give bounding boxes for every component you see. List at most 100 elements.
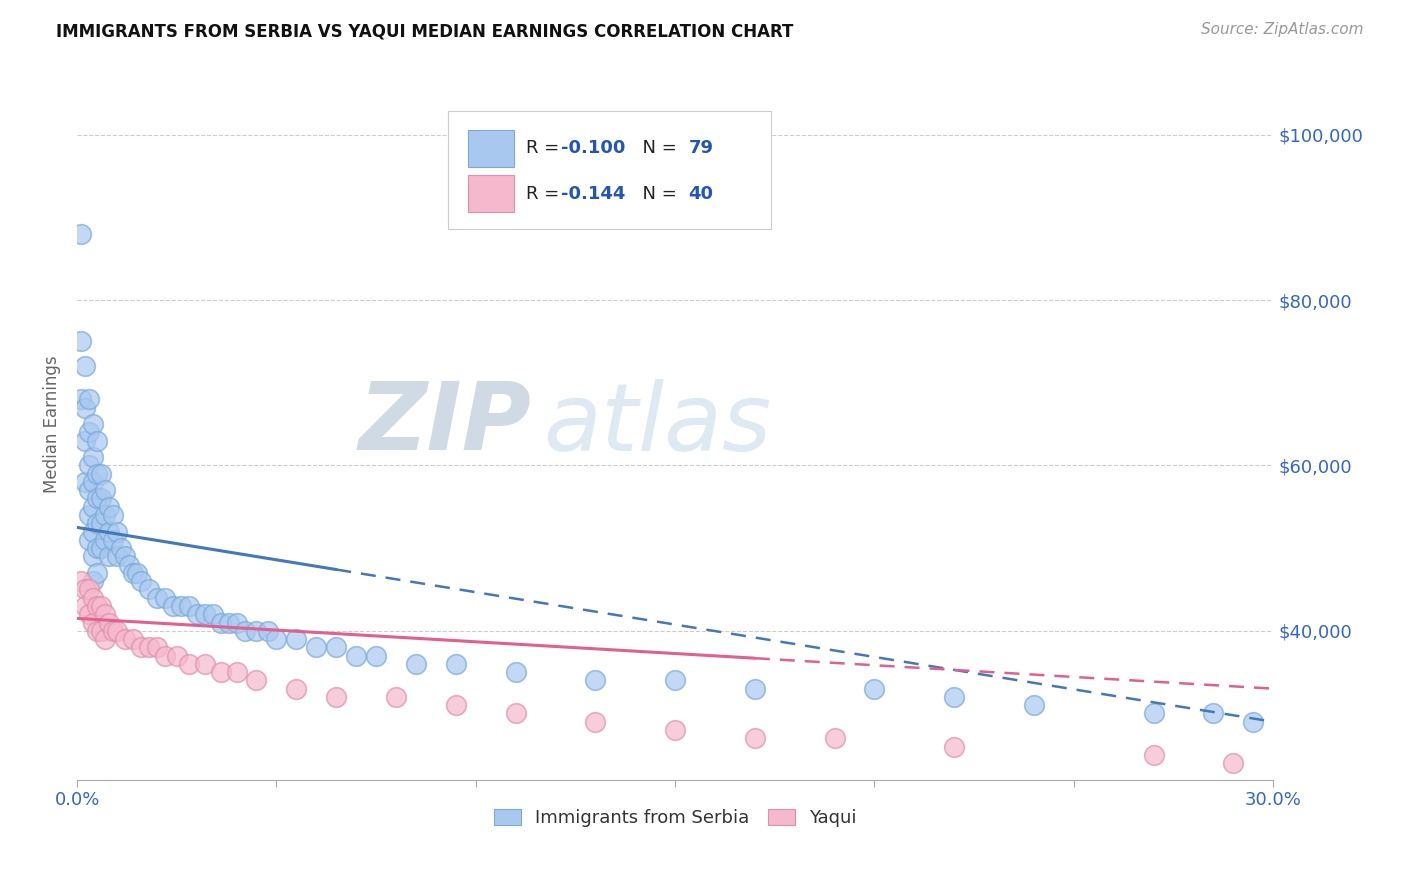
Point xyxy=(82,500,104,514)
Point xyxy=(162,599,184,613)
Point xyxy=(77,607,100,622)
Point xyxy=(444,698,467,713)
Point xyxy=(744,681,766,696)
Text: 79: 79 xyxy=(689,139,713,157)
Point xyxy=(153,648,176,663)
Bar xyxy=(468,175,513,212)
Point xyxy=(146,591,169,605)
Point xyxy=(75,599,97,613)
Point xyxy=(86,566,108,580)
Point xyxy=(75,434,97,448)
Point xyxy=(325,690,347,704)
Text: N =: N = xyxy=(631,139,682,157)
Point xyxy=(186,607,208,622)
Point xyxy=(86,516,108,531)
FancyBboxPatch shape xyxy=(449,112,770,228)
Point xyxy=(105,549,128,564)
Point xyxy=(1142,747,1164,762)
Point xyxy=(94,483,117,498)
Point xyxy=(153,591,176,605)
Point xyxy=(1202,706,1225,721)
Text: -0.144: -0.144 xyxy=(561,185,626,202)
Y-axis label: Median Earnings: Median Earnings xyxy=(44,355,60,493)
Point xyxy=(201,607,224,622)
Point xyxy=(82,591,104,605)
Point xyxy=(285,681,308,696)
Point xyxy=(82,417,104,431)
Point xyxy=(166,648,188,663)
Point xyxy=(233,624,256,638)
Point xyxy=(110,541,132,555)
Point xyxy=(863,681,886,696)
Point xyxy=(209,665,232,679)
Point xyxy=(257,624,280,638)
Point xyxy=(245,673,267,688)
Bar xyxy=(468,129,513,167)
Point xyxy=(405,657,427,671)
Point xyxy=(583,673,606,688)
Point xyxy=(77,533,100,547)
Point xyxy=(75,401,97,415)
Point xyxy=(101,624,124,638)
Point xyxy=(122,566,145,580)
Point xyxy=(82,615,104,630)
Point xyxy=(98,500,121,514)
Point xyxy=(505,706,527,721)
Point xyxy=(70,227,93,241)
Point xyxy=(94,632,117,646)
Point xyxy=(82,475,104,489)
Point xyxy=(266,632,288,646)
Point xyxy=(125,566,148,580)
Point xyxy=(744,731,766,746)
Point xyxy=(325,640,347,655)
Point xyxy=(344,648,367,663)
Point xyxy=(75,475,97,489)
Point xyxy=(943,690,966,704)
Point xyxy=(385,690,408,704)
Text: atlas: atlas xyxy=(544,378,772,469)
Point xyxy=(75,359,97,374)
Point xyxy=(583,714,606,729)
Point xyxy=(82,574,104,589)
Point xyxy=(138,640,160,655)
Point xyxy=(77,392,100,407)
Point xyxy=(114,549,136,564)
Point xyxy=(285,632,308,646)
Point xyxy=(90,467,112,481)
Point xyxy=(86,467,108,481)
Point xyxy=(75,582,97,597)
Point xyxy=(86,599,108,613)
Point xyxy=(225,615,247,630)
Point xyxy=(77,425,100,440)
Text: Source: ZipAtlas.com: Source: ZipAtlas.com xyxy=(1201,22,1364,37)
Point xyxy=(105,624,128,638)
Text: N =: N = xyxy=(631,185,682,202)
Point xyxy=(129,574,152,589)
Point xyxy=(170,599,193,613)
Point xyxy=(70,574,93,589)
Point xyxy=(94,533,117,547)
Point xyxy=(101,508,124,522)
Point xyxy=(664,673,686,688)
Point xyxy=(101,533,124,547)
Point xyxy=(90,516,112,531)
Point xyxy=(209,615,232,630)
Point xyxy=(1241,714,1264,729)
Point xyxy=(366,648,388,663)
Point xyxy=(94,508,117,522)
Point xyxy=(664,723,686,737)
Point xyxy=(105,524,128,539)
Point xyxy=(90,599,112,613)
Point xyxy=(70,392,93,407)
Point xyxy=(114,632,136,646)
Point xyxy=(70,334,93,349)
Point xyxy=(194,607,217,622)
Point xyxy=(218,615,240,630)
Text: R =: R = xyxy=(526,139,565,157)
Point xyxy=(824,731,846,746)
Point xyxy=(118,558,141,572)
Point xyxy=(82,549,104,564)
Point xyxy=(129,640,152,655)
Point xyxy=(505,665,527,679)
Point xyxy=(177,599,200,613)
